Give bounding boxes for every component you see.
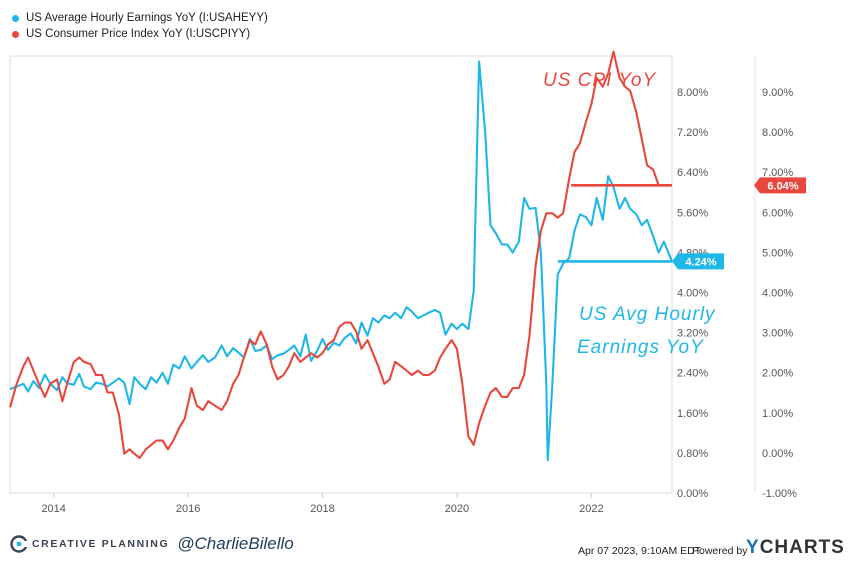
y-left-tick-label: 5.60% <box>677 207 708 219</box>
y-right-tick-label: -1.00% <box>762 488 797 500</box>
y-right-tick-label: 8.00% <box>762 127 793 139</box>
legend: US Average Hourly Earnings YoY (I:USAHEY… <box>12 10 268 42</box>
y-right-tick-label: 5.00% <box>762 247 793 259</box>
footer: CREATIVE PLANNING @CharlieBilello Apr 07… <box>0 528 850 565</box>
end-label-text: 4.24% <box>685 256 716 268</box>
author-handle: @CharlieBilello <box>177 534 294 553</box>
y-left-tick-label: 6.40% <box>677 167 708 179</box>
line-chart: 8.00%7.20%6.40%5.60%4.80%4.00%3.20%2.40%… <box>8 50 806 515</box>
ycharts-logo[interactable]: YCHARTS <box>746 537 845 558</box>
x-tick-label: 2016 <box>176 503 200 515</box>
y-left-tick-label: 4.00% <box>677 288 708 300</box>
timestamp: Apr 07 2023, 9:10AM EDT. <box>578 545 703 557</box>
x-tick-label: 2018 <box>310 503 334 515</box>
ycharts-logo-text: CHARTS <box>759 537 845 558</box>
legend-cpi-label: US Consumer Price Index YoY (I:USCPIYY) <box>26 28 251 40</box>
brand-name: CREATIVE PLANNING <box>32 538 170 550</box>
x-tick-label: 2014 <box>41 503 65 515</box>
y-left-tick-label: 3.20% <box>677 328 708 340</box>
powered-by-label: Powered by <box>692 545 748 557</box>
y-right-tick-label: 2.00% <box>762 368 793 380</box>
plot-frame <box>9 55 673 494</box>
y-right-tick-label: 3.00% <box>762 328 793 340</box>
legend-cpi-dot <box>12 30 19 38</box>
y-left-tick-label: 1.60% <box>677 408 708 420</box>
end-label-badge <box>672 253 724 270</box>
y-right-tick-label: 4.00% <box>762 288 793 300</box>
y-right-tick-label: 9.00% <box>762 87 793 99</box>
cpi-annotation: US CPI YoY <box>543 70 656 91</box>
legend-item-earnings[interactable]: US Average Hourly Earnings YoY (I:USAHEY… <box>12 10 268 26</box>
legend-earnings-dot <box>12 14 19 22</box>
earnings-end-label: 4.24% <box>672 253 724 270</box>
legend-item-cpi[interactable]: US Consumer Price Index YoY (I:USCPIYY) <box>12 26 268 42</box>
x-tick-label: 2022 <box>579 503 603 515</box>
y-left-tick-label: 0.00% <box>677 488 708 500</box>
cpi-series-line <box>8 50 660 460</box>
y-right-tick-label: 7.00% <box>762 167 793 179</box>
end-label-text: 6.04% <box>767 180 798 192</box>
y-left-tick-label: 8.00% <box>677 87 708 99</box>
end-label-badge <box>754 177 806 194</box>
earnings-series-line <box>9 60 673 462</box>
earnings-annotation-line: Earnings YoY <box>577 337 704 358</box>
brand: CREATIVE PLANNING @CharlieBilello <box>10 534 294 554</box>
y-left-tick-label: 2.40% <box>677 368 708 380</box>
earnings-annotation-line: US Avg Hourly <box>579 304 716 325</box>
cpi-end-label: 6.04% <box>754 177 806 194</box>
y-right-tick-label: 6.00% <box>762 207 793 219</box>
y-right-tick-label: 0.00% <box>762 448 793 460</box>
legend-earnings-label: US Average Hourly Earnings YoY (I:USAHEY… <box>26 12 268 24</box>
x-tick-label: 2020 <box>445 503 469 515</box>
y-left-tick-label: 7.20% <box>677 127 708 139</box>
creative-planning-logo-icon <box>10 535 28 553</box>
y-left-tick-label: 0.80% <box>677 448 708 460</box>
y-right-tick-label: 1.00% <box>762 408 793 420</box>
